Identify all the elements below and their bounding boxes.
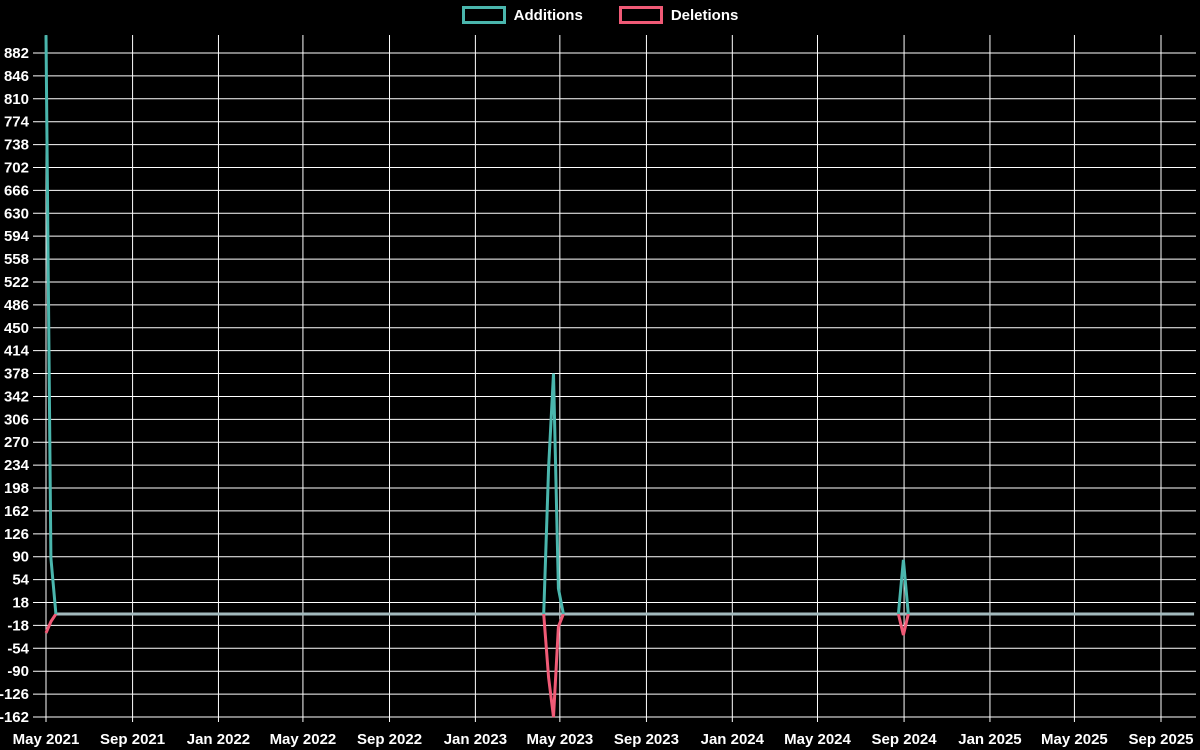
x-tick-label: May 2023	[526, 731, 593, 748]
y-tick-label: 414	[4, 343, 30, 360]
x-tick-label: Jan 2024	[701, 731, 765, 748]
x-tick-label: May 2022	[270, 731, 337, 748]
y-tick-label: -162	[0, 709, 29, 726]
chart-legend: Additions Deletions	[0, 6, 1200, 24]
x-tick-label: May 2024	[784, 731, 851, 748]
deletions-segment	[542, 613, 565, 718]
y-tick-label: 198	[4, 480, 29, 497]
y-tick-label: 846	[4, 68, 29, 85]
y-tick-label: -126	[0, 686, 29, 703]
y-tick-label: 18	[12, 595, 29, 612]
y-tick-label: 342	[4, 388, 29, 405]
x-tick-label: Jan 2023	[444, 731, 507, 748]
y-tick-label: 594	[4, 228, 30, 245]
y-tick-label: 54	[12, 572, 29, 589]
additions-segment	[542, 373, 565, 615]
x-tick-label: Sep 2025	[1128, 731, 1193, 748]
y-tick-label: 882	[4, 45, 29, 62]
legend-label-deletions: Deletions	[670, 6, 739, 24]
x-tick-label: May 2025	[1041, 731, 1108, 748]
legend-item-deletions: Deletions	[618, 6, 739, 24]
y-tick-label: -18	[7, 617, 29, 634]
additions-segment	[44, 35, 58, 615]
y-tick-label: 126	[4, 526, 29, 543]
y-tick-label: 810	[4, 91, 29, 108]
y-tick-label: 162	[4, 503, 29, 520]
y-tick-label: 306	[4, 411, 29, 428]
x-tick-label: Sep 2024	[872, 731, 938, 748]
additions-swatch-icon	[461, 6, 506, 24]
legend-label-additions: Additions	[513, 6, 583, 24]
x-tick-label: Jan 2022	[187, 731, 250, 748]
y-tick-label: 774	[4, 114, 30, 131]
y-tick-label: 450	[4, 320, 29, 337]
x-tick-label: Jan 2025	[958, 731, 1021, 748]
gridlines	[33, 35, 1196, 722]
legend-item-additions: Additions	[461, 6, 583, 24]
deletions-swatch-icon	[618, 6, 663, 24]
y-tick-labels: 882 846 810 774 738 702 666 630 594 558 522 486 450 4…	[0, 45, 30, 726]
x-tick-label: Sep 2021	[100, 731, 165, 748]
y-tick-label: 702	[4, 159, 29, 176]
y-tick-label: 558	[4, 251, 29, 268]
x-tick-labels: May 2021 Sep 2021 Jan 2022 May 2022 Sep 2022…	[13, 731, 1194, 748]
x-tick-label: Sep 2022	[357, 731, 422, 748]
y-tick-label: 90	[12, 549, 29, 566]
y-tick-label: 234	[4, 457, 30, 474]
deletions-line	[44, 613, 910, 718]
y-tick-label: 630	[4, 205, 29, 222]
y-tick-label: -54	[7, 640, 29, 657]
deletions-segment	[896, 613, 910, 636]
y-tick-label: 378	[4, 366, 29, 383]
y-tick-label: 486	[4, 297, 29, 314]
y-tick-label: 738	[4, 137, 29, 154]
deletions-segment	[44, 613, 58, 634]
y-tick-label: -90	[7, 663, 29, 680]
y-tick-label: 270	[4, 434, 29, 451]
x-tick-label: May 2021	[13, 731, 80, 748]
additions-segment	[896, 559, 910, 615]
additions-line	[44, 35, 910, 615]
y-tick-label: 666	[4, 182, 29, 199]
x-tick-label: Sep 2023	[614, 731, 679, 748]
y-tick-label: 522	[4, 274, 29, 291]
